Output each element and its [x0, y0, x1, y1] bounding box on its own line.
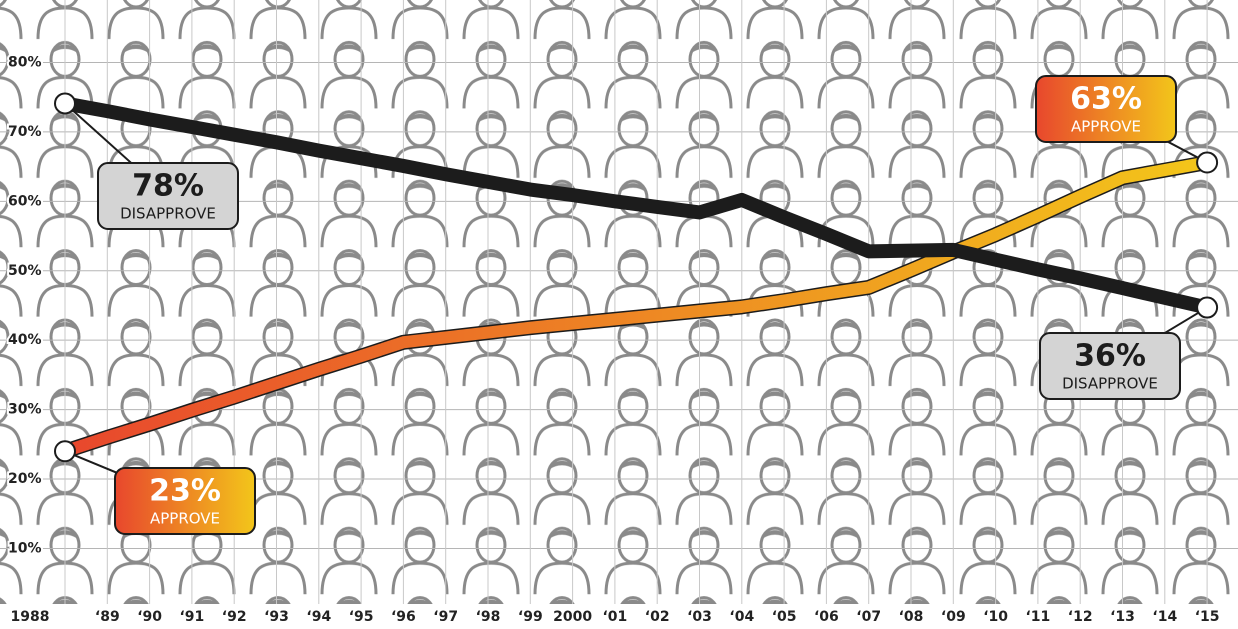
y-tick-label: 20% — [8, 471, 42, 487]
y-tick-label: 30% — [8, 402, 42, 418]
x-tick-label: ‘98 — [476, 609, 501, 625]
x-tick-label: ‘97 — [433, 609, 458, 625]
lines — [62, 96, 1209, 459]
x-tick-label: ‘05 — [772, 609, 797, 625]
series-line — [63, 96, 1209, 315]
y-tick-label: 80% — [8, 54, 42, 70]
x-tick-label: ‘08 — [899, 609, 924, 625]
axes: 10% 20% 30% 40% 50% 60% 70% 80% 1988 ‘89 ‘90 ‘91 ‘92… — [6, 52, 1220, 625]
annotation-label: APPROVE — [1071, 118, 1141, 136]
annotation-value: 23% — [149, 474, 221, 509]
x-tick-label: ‘96 — [391, 609, 416, 625]
y-tick-label: 60% — [8, 193, 42, 209]
x-tick-label: 2000 — [553, 609, 592, 625]
x-tick-label: ‘89 — [95, 609, 120, 625]
x-tick-label: ‘90 — [137, 609, 162, 625]
x-tick-label: ‘07 — [856, 609, 881, 625]
x-tick-label: ‘13 — [1110, 609, 1135, 625]
y-tick-label: 70% — [8, 124, 42, 140]
x-tick-label: ‘93 — [264, 609, 289, 625]
x-tick-label: ‘02 — [645, 609, 670, 625]
annotation-box — [97, 162, 239, 230]
x-tick-label: ‘12 — [1068, 609, 1093, 625]
end-marker — [54, 92, 76, 115]
annotation-label: DISAPPROVE — [120, 205, 216, 223]
annotation-value: 78% — [132, 169, 204, 204]
x-tick-label: ‘94 — [306, 609, 331, 625]
end-marker — [54, 440, 76, 463]
y-tick-label: 40% — [8, 332, 42, 348]
x-tick-label: ‘01 — [602, 609, 627, 625]
x-tick-label: ‘91 — [179, 609, 204, 625]
annotation-label: DISAPPROVE — [1062, 375, 1158, 393]
x-tick-label: 1988 — [11, 609, 50, 625]
y-tick-label: 10% — [8, 540, 42, 556]
x-tick-label: ‘11 — [1025, 609, 1050, 625]
annotations: 78%DISAPPROVE36%DISAPPROVE23%APPROVE63%A… — [54, 75, 1219, 535]
x-tick-label: ‘04 — [729, 609, 754, 625]
x-tick-label: ‘95 — [349, 609, 374, 625]
annotation-box — [114, 467, 256, 535]
x-tick-label: ‘99 — [518, 609, 543, 625]
annotation-label: APPROVE — [150, 510, 220, 528]
annotation-value: 63% — [1070, 82, 1142, 117]
x-tick-label: ‘06 — [814, 609, 839, 625]
x-tick-label: ‘92 — [222, 609, 247, 625]
series-line — [63, 156, 1209, 457]
y-tick-label: 50% — [8, 263, 42, 279]
x-tick-label: ‘15 — [1195, 609, 1220, 625]
annotation-box — [1039, 332, 1181, 400]
annotation-box — [1035, 75, 1177, 143]
x-tick-label: ‘10 — [983, 609, 1008, 625]
x-tick-label: ‘14 — [1152, 609, 1177, 625]
end-marker — [1196, 151, 1219, 174]
x-tick-label: ‘09 — [941, 609, 966, 625]
end-marker — [1196, 296, 1219, 319]
annotation-value: 36% — [1074, 339, 1146, 374]
x-tick-label: ‘03 — [687, 609, 712, 625]
